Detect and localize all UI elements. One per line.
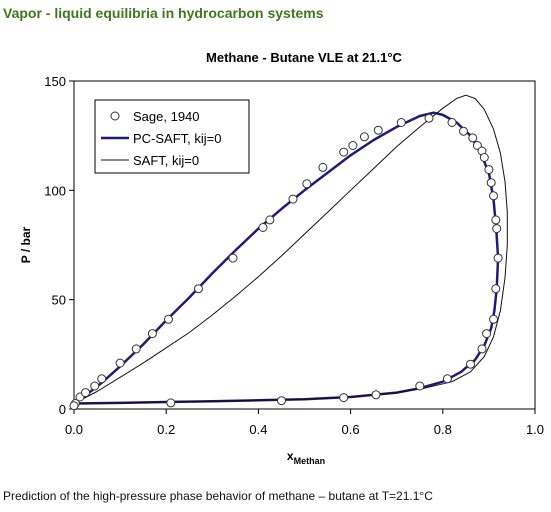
x-tick-label: 0.0 — [65, 422, 83, 437]
data-point-sage — [493, 253, 503, 263]
chart: Methane - Butane VLE at 21.1°C 0 50 100 150… — [19, 50, 544, 466]
x-axis-ticks: 0.0 0.2 0.4 0.6 0.8 1.0 — [65, 409, 544, 437]
data-point-sage — [166, 398, 176, 408]
data-point-sage — [97, 374, 107, 384]
data-point-sage — [339, 393, 349, 403]
figure-caption: Prediction of the high-pressure phase be… — [3, 489, 433, 503]
data-point-sage — [359, 132, 369, 142]
x-axis-label-sub: Methan — [294, 456, 326, 466]
data-point-sage — [482, 329, 492, 339]
data-point-sage — [339, 147, 349, 157]
data-point-sage — [69, 401, 79, 411]
y-tick-label: 0 — [59, 402, 66, 417]
x-tick-label: 0.4 — [249, 422, 267, 437]
x-tick-label: 1.0 — [526, 422, 544, 437]
data-point-sage — [415, 381, 425, 391]
legend: Sage, 1940 PC-SAFT, kij=0 SAFT, kij=0 — [94, 99, 250, 174]
legend-label-saft: SAFT, kij=0 — [133, 153, 199, 168]
data-point-sage — [371, 390, 381, 400]
data-point-sage — [447, 118, 457, 127]
y-axis-label: P / bar — [19, 226, 33, 263]
data-point-sage — [484, 165, 494, 175]
data-point-sage — [147, 329, 157, 339]
data-point-sage — [131, 344, 141, 354]
plot-area — [73, 80, 536, 410]
legend-label-sage: Sage, 1940 — [133, 109, 200, 124]
data-point-sage — [491, 284, 501, 294]
data-point-sage — [81, 388, 90, 398]
y-axis-ticks: 0 50 100 150 — [44, 74, 74, 417]
data-point-sage — [302, 179, 312, 189]
y-tick-label: 150 — [44, 74, 66, 89]
data-point-sage — [164, 314, 173, 324]
data-point-sage — [442, 374, 452, 384]
data-point-sage — [318, 162, 328, 172]
legend-box — [94, 99, 250, 174]
data-point-sage — [468, 133, 478, 143]
data-point-sage — [265, 215, 275, 225]
data-point-sage — [491, 215, 501, 225]
data-point-sage — [459, 126, 468, 136]
page-title: Vapor - liquid equilibria in hydrocarbon… — [3, 5, 324, 21]
x-axis-label-main: x — [287, 449, 294, 463]
x-axis-label: xMethan — [287, 449, 325, 466]
data-point-sage — [373, 125, 383, 135]
x-tick-label: 0.8 — [434, 422, 452, 437]
legend-marker-sage — [110, 111, 120, 121]
data-point-sage — [348, 141, 358, 150]
legend-label-pcsaft: PC-SAFT, kij=0 — [133, 131, 222, 146]
data-point-sage — [479, 153, 489, 162]
data-point-sage — [396, 118, 406, 127]
data-point-sage — [258, 223, 268, 232]
data-point-sage — [477, 344, 487, 354]
data-point-sage — [115, 358, 125, 368]
x-tick-label: 0.6 — [342, 422, 360, 437]
data-point-sage — [90, 381, 100, 391]
data-point-sage — [489, 191, 498, 201]
x-tick-label: 0.2 — [157, 422, 175, 437]
y-tick-label: 100 — [44, 183, 66, 198]
data-point-sage — [424, 113, 434, 123]
data-point-sage — [228, 253, 238, 263]
data-point-sage — [486, 178, 496, 188]
series-line-saft — [73, 94, 508, 404]
data-point-sage — [466, 359, 475, 369]
data-point-sage — [489, 314, 498, 324]
y-tick-label: 50 — [52, 293, 66, 308]
data-point-sage — [194, 284, 203, 294]
data-point-sage — [288, 194, 298, 204]
series-markers — [69, 113, 503, 411]
chart-title: Methane - Butane VLE at 21.1°C — [206, 50, 403, 65]
data-point-sage — [492, 224, 502, 234]
data-point-sage — [277, 396, 286, 406]
